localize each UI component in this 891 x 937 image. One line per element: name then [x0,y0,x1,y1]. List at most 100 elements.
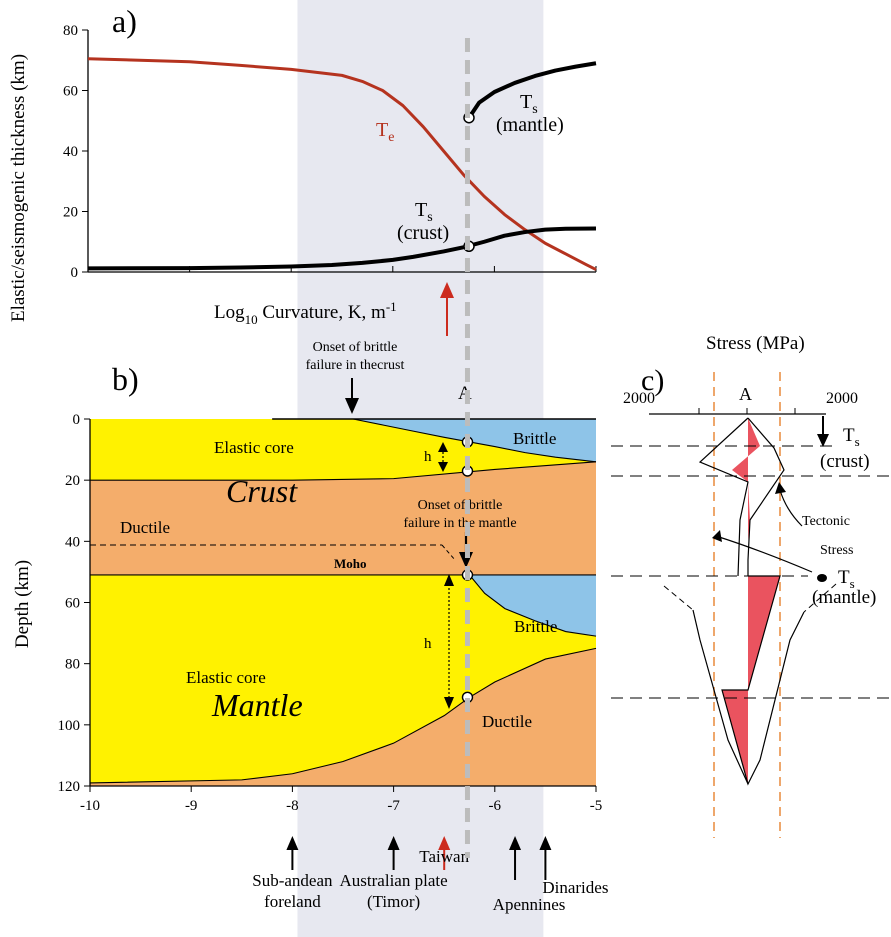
panel-c-label: c) [641,364,664,397]
mantle-envelope-left [692,609,749,785]
series-line-2 [467,61,597,119]
mantle-elastic-base [89,647,597,784]
a-ytick-label: 0 [71,265,79,281]
panel-b-ylabel: Depth (km) [12,560,33,648]
onset-crust-line1: Onset of brittle [313,340,398,355]
crust-label: Crust [226,473,298,509]
panel-b: b) 0 20 40 60 80 100 120 -10 -9 -8 -7 -6 -5 Depth (… [12,340,608,914]
ts-mantle-label-c: Ts [838,567,855,591]
stress-tick-A: A [739,384,752,404]
elastic-core-mantle [90,574,596,783]
b-ytick-label: 120 [58,779,81,795]
ts-crust-paren-c: (crust) [820,451,870,472]
example-arrow-head [286,836,299,850]
a-ytick-label: 60 [63,84,78,100]
h-arrow-crust: h [424,442,448,472]
b-xtick-label: -7 [387,798,400,814]
tectonic-stress-line2: Stress [820,543,853,558]
example-label: Dinarides [542,878,608,897]
brittle-mantle-label: Brittle [514,617,557,636]
ductile-crust-label: Ductile [120,518,170,537]
taiwan-arrow-a [440,282,454,336]
example-arrow-head [387,836,400,850]
h-arrow-mantle: h [424,574,454,709]
mantle-envelope-right [721,575,805,786]
brittle-crust [353,419,596,462]
onset-crust-line2: failure in thecrust [306,358,405,373]
panel-b-label: b) [112,361,139,397]
panel-b-xticks: -10 -9 -8 -7 -6 -5 [80,786,602,814]
ts-crust-arrow [817,416,829,447]
ts-crust-label-a: Ts [415,199,433,225]
h-label-crust: h [424,449,432,465]
stress-tick-left: 2000 [623,390,655,407]
moho-tail [441,544,456,561]
elastic-core-crust-label: Elastic core [214,438,294,457]
panel-a: a) Elastic/seismogenic thickness (km) 0 2… [8,3,597,336]
b-ytick-label: 80 [65,657,80,673]
ts-mantle-paren-c: (mantle) [812,587,876,608]
b-ytick-label: 0 [73,412,81,428]
mantle-brittle-base [469,574,597,637]
panel-a-series [87,57,597,271]
brittle-mantle [469,574,596,637]
tectonic-arrow-left-head [712,530,722,542]
a-ytick-label: 80 [63,23,78,39]
stress-tick-right: 2000 [826,390,858,407]
tectonic-arrow-right [779,489,803,527]
a-ytick-label: 20 [63,205,78,221]
example-label: Sub-andean [252,871,333,890]
panel-a-ylabel: Elastic/seismogenic thickness (km) [8,54,29,322]
example-label: Apennines [493,895,566,914]
ductile-mantle-label: Ductile [482,712,532,731]
panel-a-xlabel: Log10 Curvature, K, m-1 [214,299,397,327]
tectonic-arrow-right-head [775,482,786,494]
b-ytick-label: 40 [65,534,80,550]
example-label: (Timor) [367,892,420,911]
onset-mantle-line2: failure in the mantle [403,516,516,531]
series-line-1 [87,226,597,271]
b-xtick-label: -6 [489,798,502,814]
ts-crust-paren-a: (crust) [397,222,449,244]
b-xtick-label: -9 [185,798,198,814]
example-arrow-head [438,836,451,850]
crust-elastic-base [90,461,597,481]
panel-a-yticks: 0 20 40 60 80 [63,23,88,281]
onset-crust-arrow [345,378,359,414]
a-ytick-label: 40 [63,144,78,160]
crust-envelope [747,417,785,576]
b-ytick-label: 60 [65,596,80,612]
b-xtick-label: -10 [80,798,100,814]
te-label: Te [376,119,394,145]
mantle-dash-right [803,583,837,613]
example-arrow-head [509,836,522,850]
crust-envelope-left [698,417,749,577]
mantle-dash-left [663,585,694,611]
crust-stress-fill [732,418,760,540]
example-label: foreland [264,892,321,911]
mantle-label: Mantle [211,687,303,723]
tectonic-arrow-left [715,535,813,573]
stress-axis-ticks [698,408,796,414]
onset-mantle-line1: Onset of brittle [418,498,503,513]
brittle-crust-label: Brittle [513,429,556,448]
b-xtick-label: -8 [286,798,299,814]
elastic-core-mantle-label: Elastic core [186,668,266,687]
panel-c: Stress (MPa) c) 2000 A 2000 Ts [611,333,891,838]
ts-mantle-paren-a: (mantle) [496,114,564,136]
moho-label: Moho [334,556,367,571]
panel-a-label: a) [112,3,137,39]
b-ytick-label: 20 [65,473,80,489]
ts-crust-label-c: Ts [843,425,860,449]
b-xtick-label: -5 [590,798,603,814]
example-label: Taiwan [419,847,469,866]
series-line-0 [87,57,597,271]
b-ytick-label: 100 [58,718,81,734]
h-label-mantle: h [424,636,432,652]
example-label: Australian plate [340,871,448,890]
ts-mantle-label-a: Ts [520,91,538,117]
example-arrow-head [539,836,552,850]
panel-b-yticks: 0 20 40 60 80 100 120 [58,412,90,795]
ts-mantle-dot [817,574,827,582]
